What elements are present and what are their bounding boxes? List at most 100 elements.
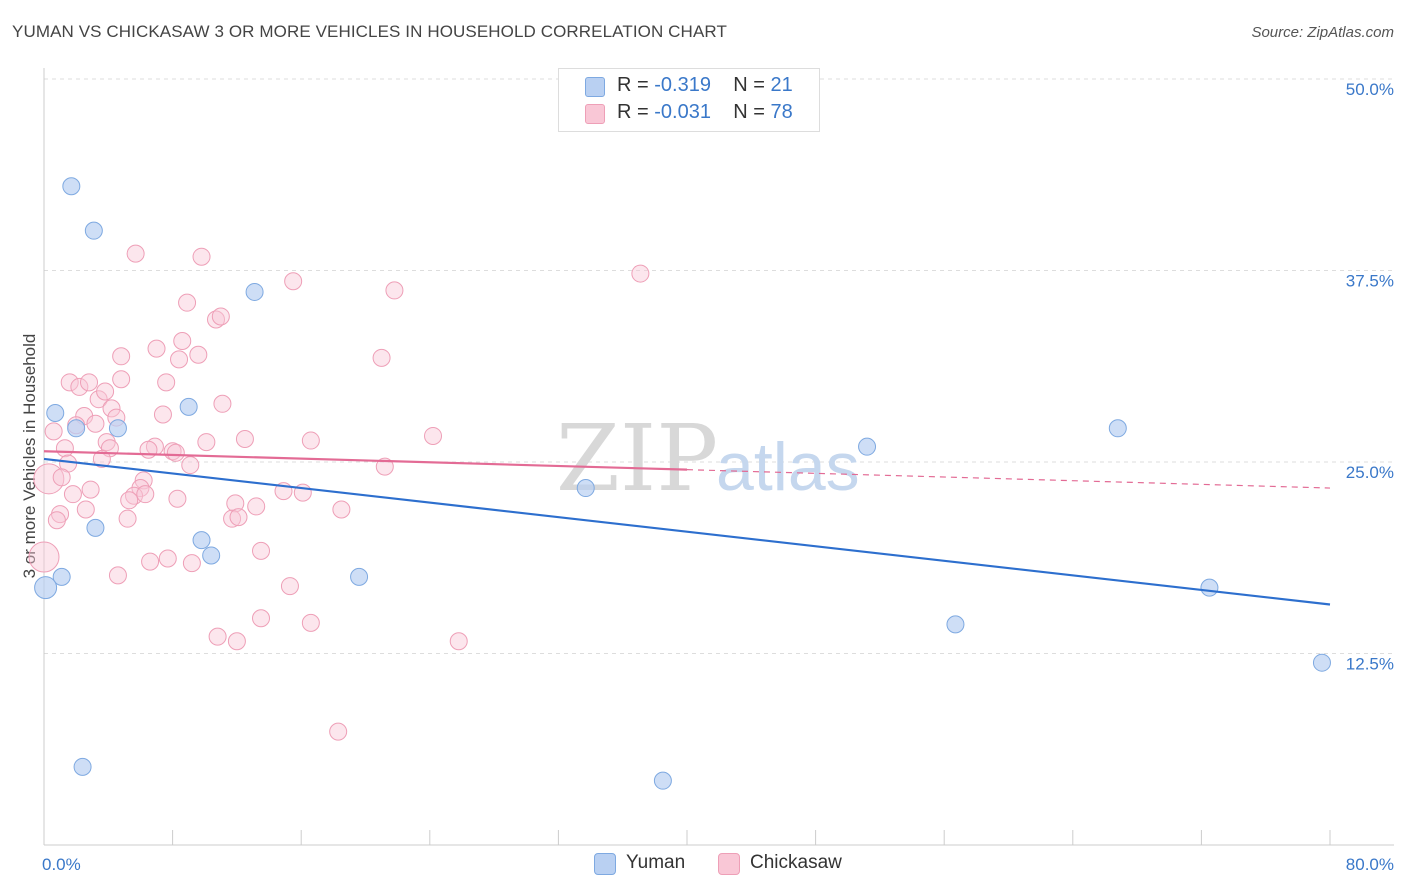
chickasaw-point bbox=[158, 549, 177, 568]
yuman-n-label: N = bbox=[733, 74, 765, 96]
chickasaw-point bbox=[213, 394, 232, 413]
chickasaw-point bbox=[189, 345, 208, 364]
chickasaw-point bbox=[126, 244, 145, 263]
trend-lines bbox=[43, 450, 1331, 606]
yuman-point bbox=[52, 567, 71, 586]
watermark-zip: ZIP bbox=[556, 405, 718, 512]
chickasaw-point bbox=[136, 485, 155, 504]
chickasaw-point bbox=[52, 468, 71, 487]
chickasaw-point bbox=[173, 331, 192, 350]
chickasaw-point bbox=[424, 426, 443, 445]
chickasaw-point bbox=[211, 307, 230, 326]
chart-title: YUMAN VS CHICKASAW 3 OR MORE VEHICLES IN… bbox=[12, 22, 727, 41]
yuman-point bbox=[1108, 419, 1127, 438]
chickasaw-point bbox=[301, 613, 320, 632]
gridlines bbox=[44, 78, 1394, 654]
chickasaw-r-label: R = bbox=[617, 101, 649, 123]
yuman-point bbox=[84, 221, 103, 240]
chickasaw-point bbox=[139, 440, 158, 459]
chickasaw-point bbox=[147, 339, 166, 358]
chickasaw-trend-extension bbox=[686, 469, 1331, 489]
chickasaw-point bbox=[247, 497, 266, 516]
chickasaw-point bbox=[63, 485, 82, 504]
chickasaw-point bbox=[385, 281, 404, 300]
chickasaw-point bbox=[102, 399, 121, 418]
chickasaw-point bbox=[112, 347, 131, 366]
chickasaw-point bbox=[70, 377, 89, 396]
correlation-legend: R = -0.319 N = 21 R = -0.031 N = 78 bbox=[558, 68, 820, 132]
chickasaw-point bbox=[329, 722, 348, 741]
yuman-point bbox=[192, 531, 211, 550]
chickasaw-n-label: N = bbox=[733, 101, 765, 123]
chickasaw-point bbox=[229, 508, 248, 527]
yuman-r-value: -0.319 bbox=[654, 74, 711, 96]
yuman-point bbox=[108, 419, 127, 438]
bottom-chickasaw-label: Chickasaw bbox=[750, 852, 842, 873]
chickasaw-point bbox=[252, 541, 271, 560]
chickasaw-point bbox=[118, 509, 137, 528]
y-tick-label: 12.5% bbox=[1346, 655, 1394, 674]
y-tick-label: 37.5% bbox=[1346, 272, 1394, 291]
yuman-points bbox=[34, 177, 1331, 790]
yuman-point bbox=[86, 518, 105, 537]
chickasaw-point bbox=[131, 479, 150, 498]
yuman-point bbox=[1200, 578, 1219, 597]
chickasaw-trend-line bbox=[43, 450, 688, 471]
yuman-point bbox=[1312, 653, 1331, 672]
chickasaw-swatch bbox=[585, 104, 605, 124]
chickasaw-point bbox=[223, 509, 242, 528]
chickasaw-point bbox=[120, 491, 139, 510]
chickasaw-point bbox=[235, 430, 254, 449]
chickasaw-point bbox=[28, 541, 60, 573]
chickasaw-point bbox=[47, 511, 66, 530]
chickasaw-point bbox=[372, 348, 391, 367]
chickasaw-point bbox=[166, 443, 185, 462]
yuman-point bbox=[34, 576, 58, 600]
chickasaw-point bbox=[449, 632, 468, 651]
chickasaw-point bbox=[227, 632, 246, 651]
chickasaw-point bbox=[332, 500, 351, 519]
x-tick-label-min: 0.0% bbox=[42, 855, 81, 874]
chickasaw-point bbox=[92, 449, 111, 468]
watermark-atlas: atlas bbox=[716, 429, 860, 505]
yuman-trend-line bbox=[43, 457, 1331, 606]
yuman-point bbox=[202, 546, 221, 565]
chickasaw-r-value: -0.031 bbox=[654, 101, 711, 123]
chickasaw-point bbox=[178, 293, 197, 312]
y-tick-label: 25.0% bbox=[1346, 463, 1394, 482]
chickasaw-point bbox=[112, 370, 131, 389]
chickasaw-point bbox=[280, 577, 299, 596]
chickasaw-point bbox=[89, 390, 108, 409]
yuman-point bbox=[46, 403, 65, 422]
chickasaw-point bbox=[284, 272, 303, 291]
chickasaw-point bbox=[96, 382, 115, 401]
chickasaw-point bbox=[168, 489, 187, 508]
chickasaw-point bbox=[252, 609, 271, 628]
yuman-point bbox=[653, 771, 672, 790]
chickasaw-point bbox=[60, 373, 79, 392]
yuman-point bbox=[62, 177, 81, 196]
chickasaw-n-value: 78 bbox=[770, 101, 793, 123]
yuman-point bbox=[350, 567, 369, 586]
watermark: ZIP atlas bbox=[556, 405, 860, 512]
chickasaw-point bbox=[153, 405, 172, 424]
yuman-r-label: R = bbox=[617, 74, 649, 96]
y-tick-label: 50.0% bbox=[1346, 80, 1394, 99]
chickasaw-point bbox=[157, 373, 176, 392]
chickasaw-point bbox=[181, 456, 200, 475]
chickasaw-point bbox=[55, 439, 74, 458]
yuman-n-value: 21 bbox=[770, 74, 793, 96]
chickasaw-point bbox=[108, 566, 127, 585]
chickasaw-point bbox=[80, 373, 99, 392]
bottom-yuman-label: Yuman bbox=[626, 852, 686, 873]
chickasaw-point bbox=[301, 431, 320, 450]
chickasaw-point bbox=[182, 554, 201, 573]
chickasaw-point bbox=[170, 350, 189, 369]
chickasaw-point bbox=[197, 433, 216, 452]
chickasaw-point bbox=[81, 480, 100, 499]
yuman-point bbox=[576, 479, 595, 498]
axes bbox=[43, 68, 1394, 846]
tick-labels: 12.5% 25.0% 37.5% 50.0% 0.0% 80.0% bbox=[42, 80, 1394, 874]
yuman-point bbox=[858, 437, 877, 456]
